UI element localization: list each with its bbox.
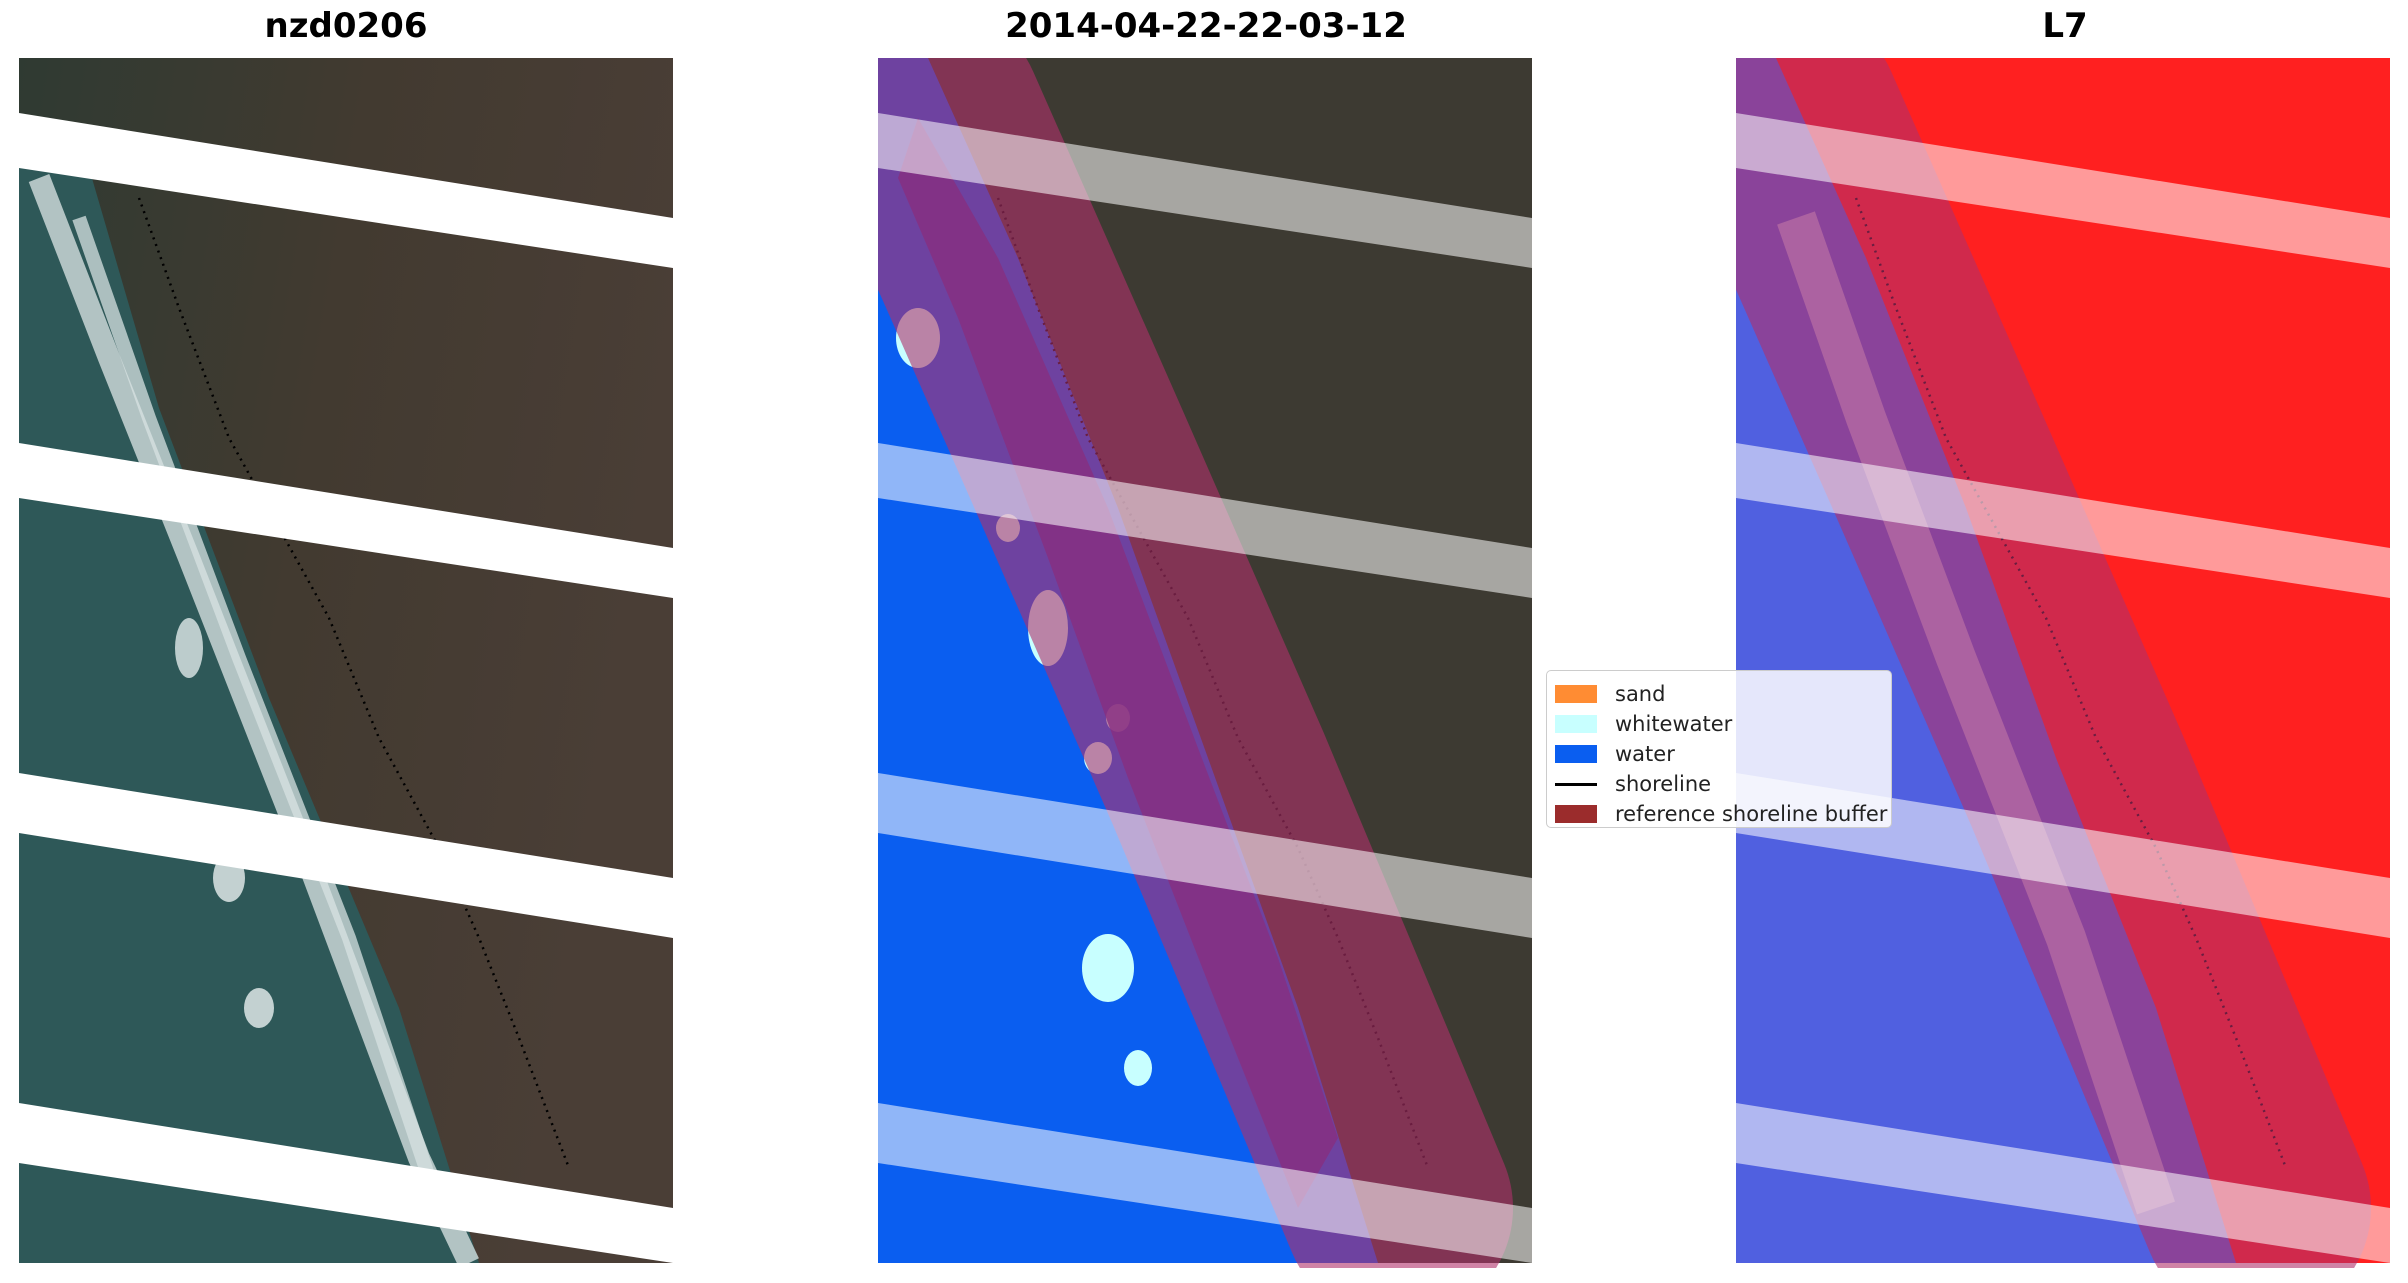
legend-item-buffer: reference shoreline buffer (1547, 799, 1891, 829)
legend-item-shoreline: shoreline (1547, 769, 1891, 799)
panel-title-classification: 2014-04-22-22-03-12 (1005, 6, 1407, 46)
classification-image (878, 58, 1532, 1268)
index-image (1736, 58, 2390, 1268)
rgb-image-panel (19, 58, 673, 1263)
index-panel (1736, 58, 2390, 1268)
rgb-image (19, 58, 673, 1263)
water-swatch (1555, 745, 1597, 763)
legend-label: sand (1615, 682, 1666, 706)
legend-item-sand: sand (1547, 679, 1891, 709)
panel-title-rgb: nzd0206 (264, 6, 428, 46)
shoreline-swatch (1555, 782, 1597, 786)
panel-title-index: L7 (2042, 6, 2088, 46)
legend-item-water: water (1547, 739, 1891, 769)
classification-panel (878, 58, 1532, 1268)
legend-label: reference shoreline buffer (1615, 802, 1888, 826)
buffer-swatch (1555, 805, 1597, 823)
legend-label: water (1615, 742, 1675, 766)
sand-swatch (1555, 685, 1597, 703)
legend-item-whitewater: whitewater (1547, 709, 1891, 739)
legend: sand whitewater water shoreline referenc… (1546, 670, 1892, 828)
legend-label: whitewater (1615, 712, 1733, 736)
whitewater-swatch (1555, 715, 1597, 733)
legend-label: shoreline (1615, 772, 1712, 796)
